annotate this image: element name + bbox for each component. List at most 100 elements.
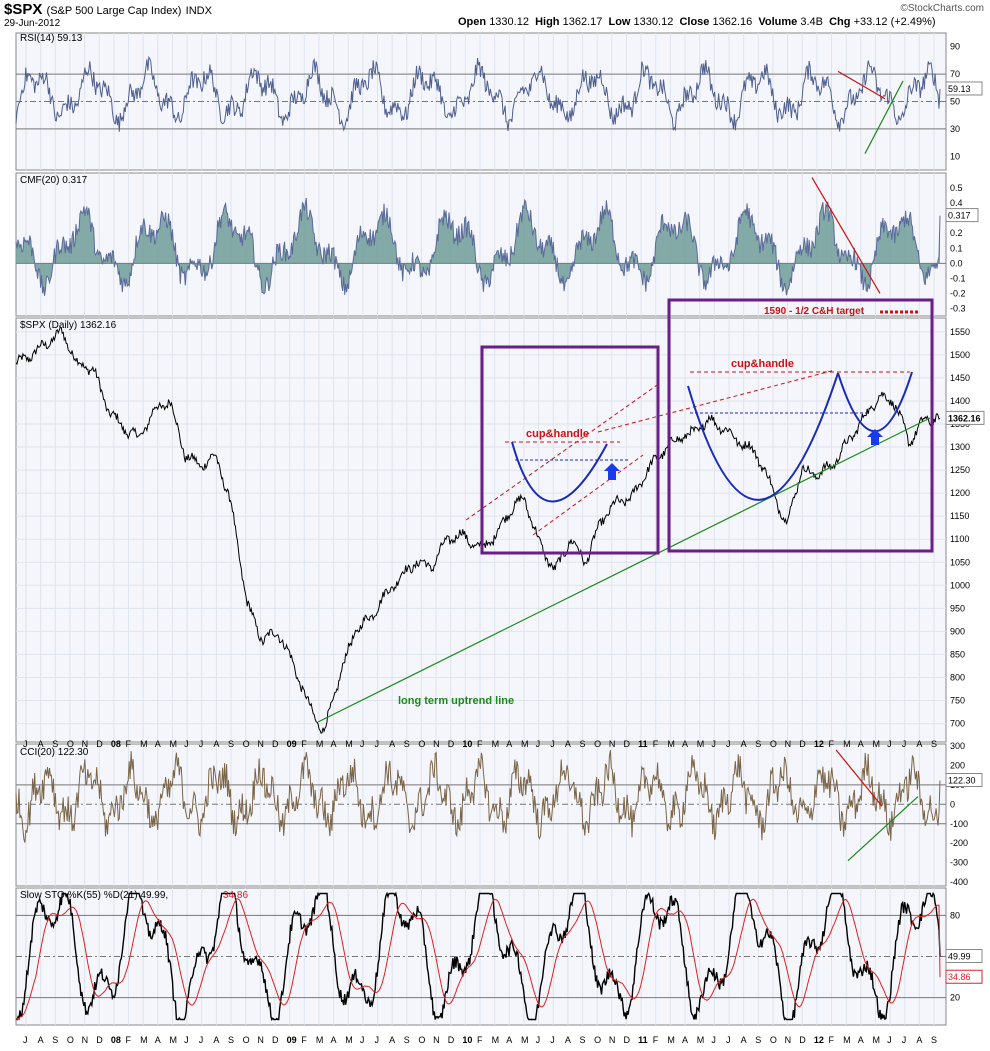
- month-tick-mid: D: [272, 739, 279, 749]
- month-tick-mid: J: [360, 739, 365, 749]
- low-value: 1330.12: [633, 16, 674, 28]
- high-label: High: [535, 16, 560, 28]
- price-tick-label: 1050: [950, 557, 970, 567]
- month-tick-mid: F: [653, 739, 659, 749]
- month-tick-bottom: M: [345, 1035, 353, 1045]
- month-tick-bottom: O: [418, 1035, 425, 1045]
- month-tick-bottom: A: [858, 1035, 864, 1045]
- month-tick-mid: 10: [462, 739, 472, 749]
- month-tick-mid: A: [682, 739, 688, 749]
- month-tick-bottom: D: [96, 1035, 103, 1045]
- rsi-label: RSI(14) 59.13: [20, 33, 83, 44]
- cmf-tick-label: 0.0: [950, 258, 963, 268]
- sto-k-value-tag: 49.99: [948, 952, 971, 962]
- month-tick-bottom: M: [316, 1035, 324, 1045]
- ohlc-readout: Open 1330.12 High 1362.17 Low 1330.12 Cl…: [458, 16, 936, 28]
- month-tick-bottom: 12: [814, 1035, 824, 1045]
- month-tick-mid: N: [257, 739, 264, 749]
- month-tick-mid: J: [374, 739, 379, 749]
- sto-tick-label: 20: [950, 993, 960, 1003]
- rsi-green-trendline: [864, 80, 904, 154]
- month-tick-bottom: A: [916, 1035, 922, 1045]
- month-tick-mid: S: [931, 739, 937, 749]
- sto-k-value-box: [945, 949, 983, 964]
- rsi-tick-label: 70: [950, 69, 960, 79]
- month-tick-bottom: F: [653, 1035, 659, 1045]
- month-tick-mid: N: [785, 739, 792, 749]
- month-tick-bottom: O: [594, 1035, 601, 1045]
- month-tick-bottom: S: [404, 1035, 410, 1045]
- price-tick-label: 1450: [950, 373, 970, 383]
- month-tick-mid: J: [184, 739, 189, 749]
- cup2-channel-top: [597, 369, 836, 433]
- month-tick-bottom: 11: [638, 1035, 648, 1045]
- month-tick-bottom: J: [887, 1035, 892, 1045]
- cci-red-trendline: [835, 749, 883, 807]
- price-tick-label: 1500: [950, 350, 970, 360]
- month-tick-mid: S: [755, 739, 761, 749]
- cmf-value-box: [945, 208, 979, 223]
- chg-label: Chg: [829, 16, 851, 28]
- price-series: [15, 326, 941, 734]
- cci-value-tag: 122.30: [948, 776, 976, 786]
- rsi-tick-label: 50: [950, 97, 960, 107]
- month-tick-bottom: J: [23, 1035, 28, 1045]
- price-value-box: [945, 410, 985, 425]
- month-tick-mid: O: [67, 739, 74, 749]
- month-tick-mid: D: [799, 739, 806, 749]
- price-tick-label: 1150: [950, 511, 969, 521]
- sto-label-d: 34.86: [223, 890, 248, 901]
- month-tick-mid: J: [199, 739, 204, 749]
- cmf-tick-label: 0.4: [950, 198, 963, 208]
- month-tick-mid: S: [580, 739, 586, 749]
- brand-logo: ©StockCharts.com: [900, 3, 984, 14]
- uptrend-line: [317, 417, 931, 723]
- cci-series: [15, 750, 941, 843]
- month-tick-mid: D: [448, 739, 455, 749]
- month-tick-bottom: J: [360, 1035, 365, 1045]
- sto-k-series: [15, 891, 941, 1021]
- month-tick-bottom: 08: [111, 1035, 121, 1045]
- month-tick-bottom: A: [213, 1035, 219, 1045]
- price-tick-label: 1550: [950, 327, 970, 337]
- month-tick-bottom: A: [389, 1035, 395, 1045]
- month-tick-bottom: D: [623, 1035, 630, 1045]
- cmf-tick-label: 0.1: [950, 243, 963, 253]
- month-tick-mid: M: [872, 739, 880, 749]
- cci-tick-label: -100: [950, 819, 968, 829]
- cci-tick-label: -300: [950, 858, 968, 868]
- month-tick-mid: M: [667, 739, 675, 749]
- target-label: 1590 - 1/2 C&H target: [764, 306, 865, 317]
- cmf-tick-label: 0.2: [950, 228, 963, 238]
- month-tick-mid: A: [389, 739, 395, 749]
- month-tick-mid: A: [38, 739, 44, 749]
- cmf-series: [15, 197, 941, 296]
- cci-green-trendline: [847, 796, 919, 862]
- month-tick-bottom: M: [872, 1035, 880, 1045]
- open-label: Open: [458, 16, 487, 28]
- cmf-label: CMF(20) 0.317: [20, 175, 88, 186]
- month-tick-mid: F: [829, 739, 835, 749]
- month-tick-bottom: A: [565, 1035, 571, 1045]
- symbol-title: $SPX (S&P 500 Large Cap Index) INDX: [4, 1, 212, 18]
- month-tick-mid: O: [243, 739, 250, 749]
- month-tick-mid: J: [550, 739, 555, 749]
- cmf-tick-label: -0.1: [950, 273, 966, 283]
- cmf-tick-label: -0.3: [950, 303, 966, 313]
- rsi-tick-label: 30: [950, 124, 960, 134]
- cci-label: CCI(20) 122.30: [20, 747, 89, 758]
- month-tick-mid: 12: [814, 739, 824, 749]
- month-tick-bottom: M: [140, 1035, 148, 1045]
- cmf-tick-label: -0.2: [950, 288, 966, 298]
- rsi-tick-label: 90: [950, 42, 960, 52]
- rsi-series: [15, 55, 941, 132]
- month-tick-bottom: 10: [462, 1035, 472, 1045]
- volume-label: Volume: [758, 16, 798, 28]
- month-tick-bottom: A: [38, 1035, 44, 1045]
- month-tick-mid: O: [770, 739, 777, 749]
- month-tick-bottom: N: [433, 1035, 440, 1045]
- price-tick-label: 1200: [950, 488, 970, 498]
- cup2-arc: [687, 372, 839, 501]
- month-tick-bottom: A: [682, 1035, 688, 1045]
- price-tick-label: 1100: [950, 534, 969, 544]
